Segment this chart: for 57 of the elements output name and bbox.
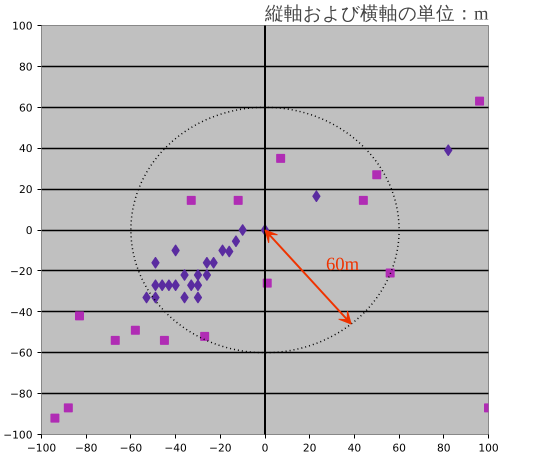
point [180,268,189,281]
point [202,268,212,281]
point [386,268,395,278]
point [151,279,160,292]
point [50,414,60,423]
point [171,244,180,256]
point [209,256,218,269]
x-tick-label: −60 [120,442,142,454]
annotation: 60m [326,254,360,276]
point [194,268,202,281]
point [358,196,368,205]
point [171,279,180,292]
point [160,336,169,345]
point [276,154,286,163]
point [74,311,84,320]
point [234,196,243,205]
y-tick-label: −100 [3,428,33,442]
point [151,291,160,304]
point [194,291,202,304]
x-tick-label: −20 [209,442,232,454]
x-tick-label: 40 [348,442,362,454]
point [200,332,210,341]
y-tick-label: −40 [10,306,33,319]
y-tick-label: 100 [12,20,33,32]
point [110,336,120,345]
point [130,326,140,335]
point [202,256,212,269]
point [64,403,73,412]
x-tick-label: −80 [74,442,98,454]
point [194,279,202,292]
point [238,224,247,236]
chart-title: 縦軸および横軸の単位：m [264,4,489,24]
y-tick-label: 0 [26,224,33,237]
x-tick-label: 0 [262,442,269,454]
x-tick-label: 20 [302,442,317,454]
y-tick-label: 20 [18,183,33,196]
point [164,279,174,292]
y-tick-label: 40 [18,142,33,156]
x-tick-label: 60 [392,442,406,454]
point [372,170,382,180]
point [312,190,321,202]
x-tick-label: −40 [164,442,188,454]
x-tick-label: −100 [26,442,56,454]
y-tick-label: −20 [10,264,33,278]
y-tick-label: −60 [10,346,33,360]
point [151,256,160,269]
y-tick-label: 60 [18,101,33,114]
point [180,291,189,304]
point [186,196,196,205]
y-tick-label: −80 [10,388,33,401]
point [232,235,240,248]
x-tick-label: 80 [437,442,451,454]
point [475,96,484,106]
x-tick-label: 100 [478,442,499,454]
point [142,291,151,304]
y-tick-label: 80 [18,60,33,74]
point [218,244,227,256]
